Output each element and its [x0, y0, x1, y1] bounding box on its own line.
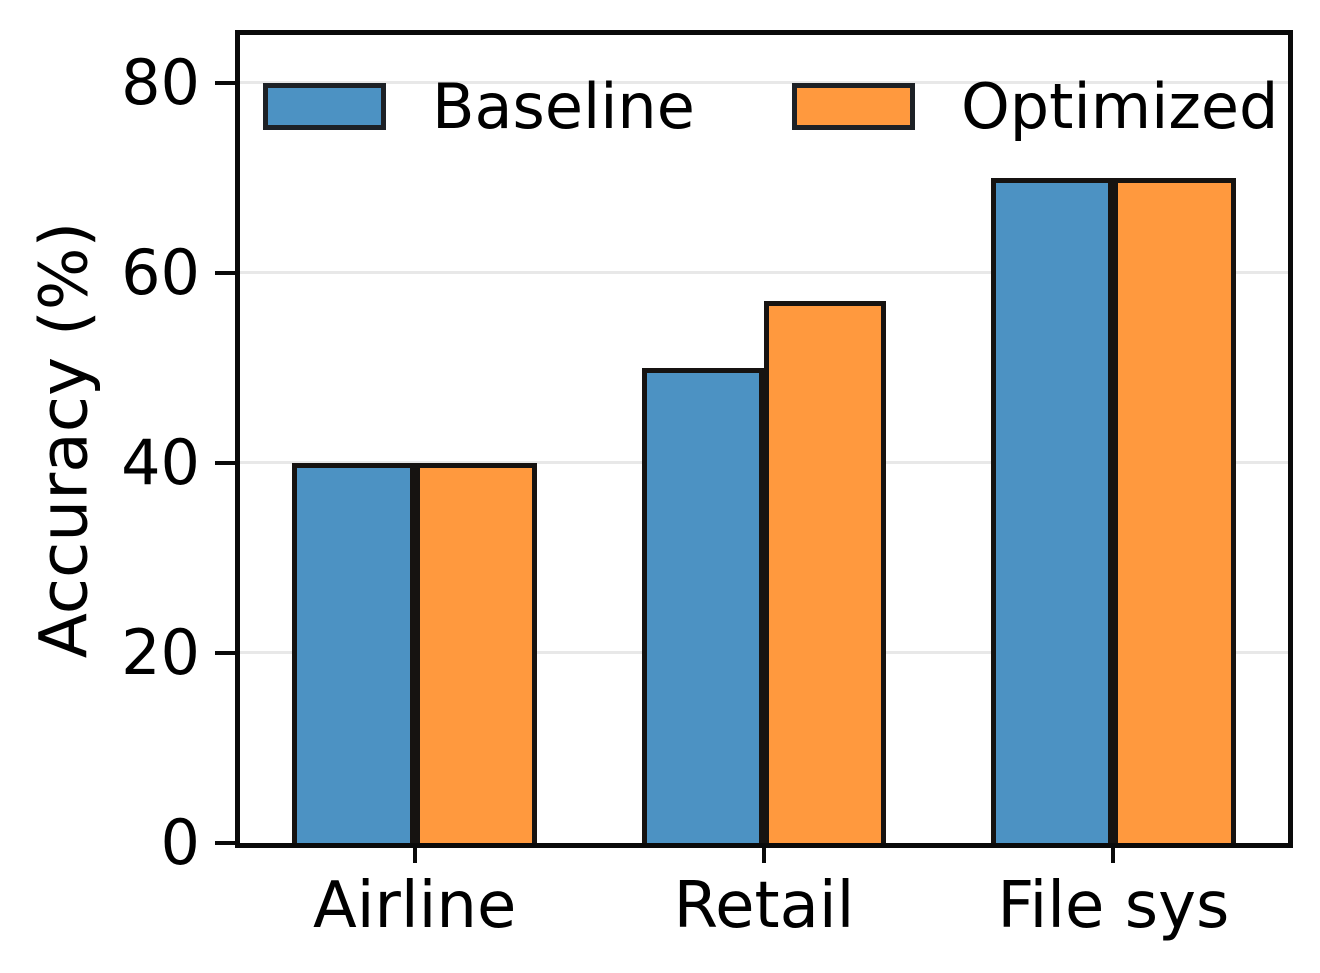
plot-inner: Baseline Optimized	[240, 35, 1288, 843]
x-tick-mark-file-sys	[1111, 848, 1116, 863]
bar-optimized-retail	[764, 301, 887, 843]
bar-baseline-retail	[641, 367, 764, 843]
bar-optimized-file-sys	[1113, 177, 1236, 843]
x-tick-label-file-sys: File sys	[997, 869, 1230, 943]
y-tick-label-40: 40	[121, 425, 200, 499]
bar-baseline-airline	[292, 462, 415, 843]
y-tick-label-80: 80	[121, 45, 200, 119]
y-tick-mark-80	[215, 80, 235, 85]
y-tick-mark-0	[215, 841, 235, 845]
y-tick-label-0: 0	[160, 806, 200, 879]
y-tick-label-60: 60	[121, 235, 200, 309]
plot-area: Baseline Optimized	[235, 30, 1293, 848]
gridline-y-60	[240, 271, 1288, 275]
bar-baseline-file-sys	[991, 177, 1114, 843]
x-tick-label-retail: Retail	[673, 869, 855, 943]
legend-item-optimized: Optimized	[792, 70, 1279, 143]
legend-swatch-baseline-icon	[263, 83, 386, 130]
gridline-y-80	[240, 81, 1288, 85]
legend-item-baseline: Baseline	[263, 70, 695, 143]
bar-optimized-airline	[414, 462, 537, 843]
legend-label-baseline: Baseline	[432, 70, 695, 143]
y-tick-mark-20	[215, 650, 235, 655]
x-tick-mark-retail	[762, 848, 766, 863]
x-tick-label-airline: Airline	[312, 869, 517, 943]
legend-swatch-optimized-icon	[792, 83, 915, 130]
x-tick-mark-airline	[412, 848, 417, 863]
y-tick-mark-60	[215, 270, 235, 275]
y-tick-label-20: 20	[121, 615, 200, 689]
y-tick-mark-40	[215, 460, 235, 465]
legend-label-optimized: Optimized	[961, 70, 1279, 143]
